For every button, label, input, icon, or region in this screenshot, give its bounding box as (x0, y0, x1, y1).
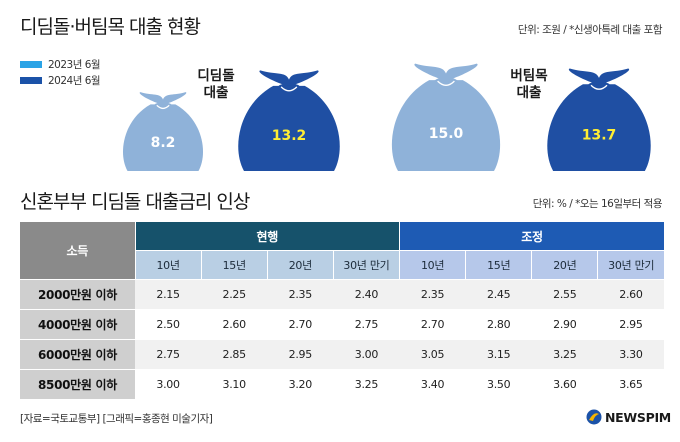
bag-body (547, 84, 651, 171)
table-cell: 2.15 (135, 279, 202, 310)
table-cell: 2.50 (135, 309, 202, 340)
bag-strap (280, 86, 298, 92)
bag-value-label: 8.2 (151, 135, 176, 151)
bag-top (139, 92, 187, 105)
col-header: 30년 만기 (332, 250, 400, 280)
bag-body (391, 80, 501, 171)
bag-body (122, 104, 204, 171)
table-cell: 3.40 (399, 369, 466, 399)
table-cell: 3.25 (333, 369, 400, 399)
table-cell: 2.75 (135, 339, 202, 370)
newspim-logo-text: NEWSPIM (605, 409, 671, 425)
bag-value-label: 13.2 (272, 128, 307, 144)
table-cell: 2.90 (531, 309, 598, 340)
table-cell: 3.25 (531, 339, 598, 370)
bag-top (568, 68, 630, 85)
table-cell: 3.15 (465, 339, 532, 370)
table-cell: 3.20 (267, 369, 334, 399)
table-cell: 3.00 (135, 369, 202, 399)
chart2-unit-note: 단위: % / *오는 16일부터 적용 (532, 198, 663, 210)
newspim-logo: NEWSPIM (586, 409, 671, 425)
bag-knot (277, 83, 301, 92)
table-cell: 2.85 (201, 339, 268, 370)
col-header: 20년 (266, 250, 334, 280)
legend-swatch-2024 (20, 76, 42, 84)
legend-label-2023: 2023년 6월 (48, 58, 101, 71)
col-header: 30년 만기 (597, 250, 664, 280)
bag-knot (587, 81, 611, 91)
bag-strap (590, 84, 608, 90)
row-label: 8500만원 이하 (20, 369, 135, 399)
table-cell: 3.10 (201, 369, 268, 399)
legend-swatch-2023 (20, 60, 42, 68)
group-header-current: 현행 (134, 222, 400, 251)
table-cell: 2.60 (201, 309, 268, 340)
table-cell: 2.70 (399, 309, 466, 340)
table-cell: 2.35 (399, 279, 466, 310)
group-header-adjusted: 조정 (399, 222, 664, 251)
table-cell: 2.25 (201, 279, 268, 310)
money-bag-didimdol-2024 (238, 70, 340, 171)
table-row: 6000만원 이하 2.75 2.85 2.95 3.00 3.05 3.15 … (20, 339, 664, 370)
col-header: 15년 (465, 250, 532, 280)
table-cell: 3.50 (465, 369, 532, 399)
table-cell: 3.05 (399, 339, 466, 370)
bag-top (259, 70, 319, 86)
row-label: 6000만원 이하 (20, 339, 135, 370)
category-label: 대출 (204, 84, 229, 101)
legend-item-2024: 2024년 6월 (20, 72, 101, 88)
table-cell: 2.45 (465, 279, 532, 310)
chart1-unit-note: 단위: 조원 / *신생아특례 대출 포함 (517, 24, 663, 36)
table-cell: 2.95 (267, 339, 334, 370)
row-header-income: 소득 (20, 222, 135, 280)
chart1-title: 디딤돌·버팀목 대출 현황 (20, 16, 201, 38)
table-cell: 2.60 (597, 279, 664, 310)
table-row: 8500만원 이하 3.00 3.10 3.20 3.25 3.40 3.50 … (20, 369, 664, 399)
money-bag-didimdol-2023 (122, 92, 204, 171)
col-header: 10년 (134, 250, 202, 280)
table-cell: 2.95 (597, 309, 664, 340)
table-row: 4000만원 이하 2.50 2.60 2.70 2.75 2.70 2.80 … (20, 309, 664, 340)
category-label: 버팀목 (510, 67, 547, 84)
bag-value-label: 15.0 (429, 126, 464, 142)
table-cell: 2.35 (267, 279, 334, 310)
bag-strap (156, 104, 170, 110)
col-header: 10년 (398, 250, 466, 280)
col-header: 15년 (200, 250, 268, 280)
chart2-title: 신혼부부 디딤돌 대출금리 인상 (20, 191, 250, 213)
table-cell: 2.75 (333, 309, 400, 340)
legend: 2023년 6월 2024년 6월 (20, 56, 101, 88)
source-credit: [자료=국토교통부] [그래픽=홍종현 미술기자] (20, 413, 213, 425)
bag-top (414, 63, 478, 81)
legend-item-2023: 2023년 6월 (20, 56, 101, 72)
row-label: 2000만원 이하 (20, 279, 135, 310)
table-cell: 3.65 (597, 369, 664, 399)
table-cell: 2.55 (531, 279, 598, 310)
category-label: 디딤돌 (197, 67, 234, 84)
legend-label-2024: 2024년 6월 (48, 74, 101, 87)
table-cell: 3.60 (531, 369, 598, 399)
table-cell: 2.70 (267, 309, 334, 340)
table-cell: 2.80 (465, 309, 532, 340)
newspim-logo-icon (586, 409, 602, 425)
table-cell: 3.00 (333, 339, 400, 370)
row-label: 4000만원 이하 (20, 309, 135, 340)
table-cell: 3.30 (597, 339, 664, 370)
money-bag-beotimmok-2023 (391, 63, 501, 171)
bag-knot (434, 77, 458, 87)
bag-strap (437, 80, 455, 86)
bag-value-label: 13.7 (582, 127, 617, 143)
category-label: 대출 (517, 84, 542, 101)
interest-rate-table: 소득 현행 조정 10년 15년 20년 30년 만기 10년 15년 20년 … (20, 222, 664, 399)
money-bag-beotimmok-2024 (547, 68, 651, 171)
bag-body (238, 85, 340, 171)
table-cell: 2.40 (333, 279, 400, 310)
table-row: 2000만원 이하 2.15 2.25 2.35 2.40 2.35 2.45 … (20, 279, 664, 310)
col-header: 20년 (531, 250, 598, 280)
